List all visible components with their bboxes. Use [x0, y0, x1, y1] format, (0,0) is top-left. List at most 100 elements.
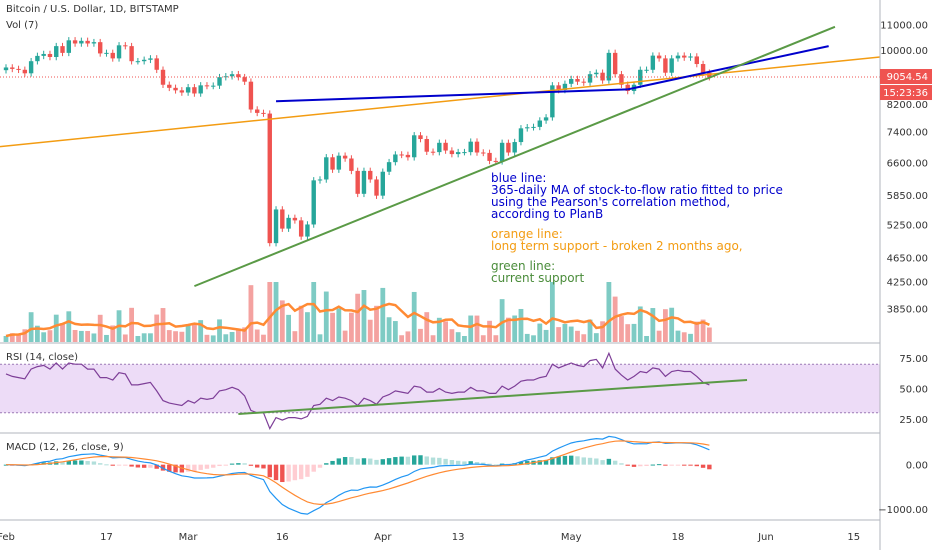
volume-bar: [424, 312, 430, 342]
blue-trendline-rise: [627, 45, 829, 91]
candle-body: [550, 85, 555, 118]
volume-bar: [436, 317, 442, 342]
macd-histogram-bar: [424, 456, 429, 465]
volume-bar: [66, 311, 72, 342]
macd-histogram-bar: [85, 461, 90, 465]
volume-bar: [267, 282, 273, 342]
volume-bar: [342, 330, 348, 342]
macd-histogram-bar: [368, 458, 373, 465]
macd-histogram-bar: [267, 464, 272, 478]
candle-body: [355, 170, 360, 194]
macd-histogram-bar: [556, 456, 561, 465]
candle-body: [594, 72, 599, 75]
macd-histogram-bar: [449, 460, 455, 465]
candle-body: [531, 126, 536, 128]
volume-bar: [286, 314, 291, 342]
macd-histogram-bar: [631, 464, 637, 467]
macd-histogram-bar: [141, 464, 147, 468]
candle-body: [167, 84, 172, 88]
chart-annotation: blue line: 365-daily MA of stock-to-flow…: [491, 172, 783, 284]
macd-histogram-bar: [336, 458, 342, 465]
candle-body: [556, 85, 561, 91]
volume-bar: [355, 293, 361, 342]
candle-body: [543, 117, 549, 121]
rsi-tick-label: 75.00: [899, 354, 928, 365]
macd-histogram-bar: [543, 459, 549, 465]
volume-bar: [305, 312, 310, 342]
candle-body: [292, 217, 298, 221]
candle-body: [160, 69, 166, 85]
price-candles: [0, 37, 880, 247]
candle-body: [487, 152, 492, 161]
macd-histogram-bar: [342, 456, 348, 465]
macd-histogram-bar: [211, 464, 216, 468]
macd-histogram-bar: [60, 461, 65, 465]
candle-body: [135, 61, 141, 63]
candle-body: [267, 113, 272, 244]
volume-bar: [97, 314, 103, 342]
trendlines: [0, 25, 881, 288]
candle-body: [72, 40, 78, 44]
macd-histogram-bar: [569, 455, 574, 465]
volume-bar: [60, 323, 65, 342]
candle-body: [474, 141, 480, 153]
volume-bar: [279, 300, 285, 342]
macd-histogram-bar: [606, 458, 612, 465]
volume-bar: [374, 305, 379, 342]
volume-bar: [487, 320, 492, 342]
macd-histogram-bar: [487, 463, 492, 465]
volume-bar: [493, 335, 499, 342]
blue-line-text-3: according to PlanB: [491, 207, 604, 221]
candle-body: [211, 85, 216, 87]
candle-body: [656, 55, 662, 59]
candle-body: [437, 142, 442, 153]
candle-body: [399, 154, 404, 156]
candle-body: [644, 69, 649, 71]
candle-body: [499, 142, 505, 162]
candle-body: [700, 64, 706, 73]
macd-histogram-bar: [154, 464, 159, 469]
blue-line-title: blue line:: [491, 171, 547, 185]
blue-line-text-1: 365-daily MA of stock-to-flow ratio fitt…: [491, 183, 783, 197]
candle-body: [91, 42, 97, 44]
volume-bar: [179, 331, 185, 342]
candle-body: [669, 58, 674, 73]
macd-histogram-bar: [694, 464, 699, 467]
volume-bar: [367, 319, 373, 342]
candle-body: [198, 85, 203, 94]
candle-body: [22, 69, 28, 74]
rsi-pane: [0, 351, 880, 430]
countdown-tag-label: 15:23:36: [883, 88, 928, 99]
orange-line-title: orange line:: [491, 227, 563, 241]
macd-histogram-bar: [644, 464, 649, 467]
volume-bar: [235, 330, 241, 342]
price-tick-label: 10000.00: [880, 46, 928, 57]
time-tick-label: 16: [276, 532, 289, 543]
volume-bar: [581, 334, 587, 342]
volume-bar: [543, 329, 549, 342]
volume-bar: [612, 296, 618, 342]
countdown-tag: [880, 85, 932, 101]
volume-bar: [292, 331, 298, 342]
volume-indicator-label: Vol (7): [6, 20, 39, 31]
macd-histogram-bar: [198, 464, 203, 470]
volume-bar: [254, 329, 260, 342]
candle-body: [374, 179, 379, 196]
volume-bar: [650, 308, 656, 342]
macd-pane: [3, 435, 712, 515]
candle-body: [380, 171, 385, 196]
macd-histogram-bar: [292, 464, 298, 481]
macd-histogram-bar: [242, 463, 247, 465]
volume-bar: [619, 316, 624, 342]
candle-body: [273, 209, 279, 244]
macd-histogram-bar: [468, 461, 473, 465]
candle-body: [60, 46, 65, 53]
volume-bar: [380, 287, 386, 342]
volume-bar: [706, 327, 712, 342]
price-tick-label: 4650.00: [887, 253, 928, 264]
volume-bar: [386, 317, 392, 342]
time-tick-label: Jun: [757, 532, 774, 543]
candle-body: [28, 61, 34, 74]
volume-bar: [154, 314, 160, 342]
